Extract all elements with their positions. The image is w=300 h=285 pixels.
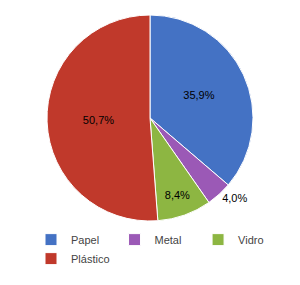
svg-text:Metal: Metal (155, 234, 182, 246)
svg-text:35,9%: 35,9% (183, 89, 214, 101)
svg-text:Vidro: Vidro (238, 234, 263, 246)
svg-text:Plástico: Plástico (71, 253, 110, 265)
svg-text:8,4%: 8,4% (165, 189, 190, 201)
svg-text:50,7%: 50,7% (83, 114, 114, 126)
svg-text:4,0%: 4,0% (222, 192, 247, 204)
svg-text:Papel: Papel (71, 234, 99, 246)
